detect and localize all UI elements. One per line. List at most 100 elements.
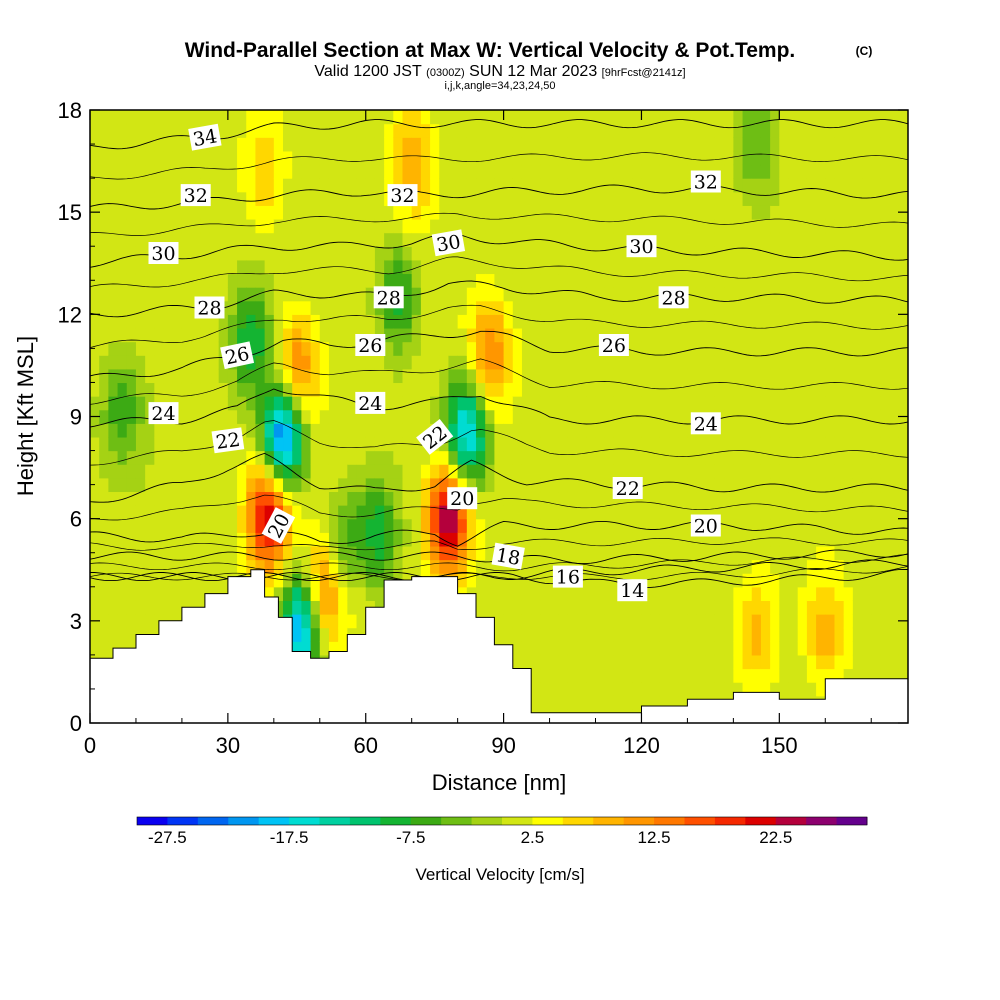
field-cell [880, 368, 891, 384]
field-cell [384, 355, 394, 370]
contour-label-20: 20 [690, 514, 721, 538]
field-cell [283, 573, 293, 588]
field-cell [834, 491, 845, 506]
field-cell [384, 518, 394, 533]
field-cell [760, 477, 771, 493]
field-cell [604, 287, 615, 302]
field-cell [374, 355, 385, 370]
field-cell [613, 110, 624, 125]
field-cell [108, 600, 119, 615]
field-cell [521, 137, 532, 152]
field-cell [126, 178, 137, 193]
field-cell [770, 545, 780, 561]
field-cell [825, 368, 836, 384]
field-cell [145, 382, 155, 397]
field-cell [613, 273, 624, 288]
field-cell [365, 300, 376, 315]
field-cell [696, 259, 707, 275]
field-cell [696, 641, 707, 656]
field-cell [338, 287, 348, 302]
field-cell [549, 409, 560, 424]
field-cell [310, 450, 321, 465]
field-cell [705, 150, 716, 166]
field-cell [531, 641, 541, 656]
field-cell [411, 368, 422, 384]
field-cell [338, 505, 348, 520]
field-cell [797, 246, 808, 261]
field-cell [632, 396, 643, 411]
field-cell [154, 545, 165, 561]
field-cell [862, 246, 872, 261]
field-cell [659, 368, 670, 384]
field-cell [494, 164, 505, 179]
field-cell [246, 205, 257, 220]
field-cell [751, 191, 762, 206]
field-cell [163, 218, 174, 234]
field-cell [181, 532, 192, 547]
field-cell [733, 341, 744, 356]
field-cell [191, 287, 201, 302]
contour-label-box [355, 391, 386, 414]
field-cell [135, 110, 146, 125]
field-cell [347, 477, 358, 493]
field-cell [420, 341, 431, 356]
field-cell [135, 341, 146, 356]
field-cell [191, 505, 201, 520]
field-cell [430, 532, 440, 547]
field-cell [393, 505, 404, 520]
field-cell [135, 191, 146, 206]
field-cell [393, 137, 404, 152]
field-cell [714, 491, 725, 506]
field-cell [411, 491, 422, 506]
field-cell [687, 600, 698, 615]
field-cell [871, 450, 882, 465]
field-cell [604, 368, 615, 384]
contour-label-box [612, 477, 643, 499]
field-cell [733, 450, 744, 465]
field-cell [292, 300, 302, 315]
field-cell [411, 137, 422, 152]
field-cell [825, 641, 836, 656]
field-cell [724, 355, 734, 370]
field-cell [659, 450, 670, 465]
field-cell [283, 191, 293, 206]
contour-label-box [552, 565, 583, 588]
field-cell [696, 137, 707, 152]
field-cell [411, 164, 422, 179]
field-cell [687, 355, 698, 370]
field-cell [191, 532, 201, 547]
field-cell [889, 668, 900, 683]
field-cell [871, 259, 882, 275]
field-cell [770, 505, 780, 520]
field-cell [816, 218, 826, 234]
field-cell [503, 532, 514, 547]
field-cell [669, 641, 679, 656]
field-cell [411, 123, 422, 138]
field-cell [163, 178, 174, 193]
field-cell [328, 327, 339, 343]
field-cell [172, 450, 183, 465]
field-cell [457, 505, 468, 520]
field-cell [595, 695, 606, 710]
field-cell [604, 477, 615, 493]
theta-contour-minor [90, 566, 908, 581]
field-cell [733, 668, 744, 683]
field-cell [733, 123, 744, 138]
field-cell [724, 436, 734, 452]
field-cell [641, 382, 652, 397]
field-cell [218, 205, 229, 220]
field-cell [687, 341, 698, 356]
field-cell [154, 218, 165, 234]
field-cell [669, 123, 679, 138]
field-cell [393, 205, 404, 220]
field-cell [687, 150, 698, 166]
field-cell [374, 178, 385, 193]
field-cell [310, 259, 321, 275]
field-cell [393, 477, 404, 493]
field-cell [457, 327, 468, 343]
field-cell [613, 355, 624, 370]
field-cell [687, 545, 698, 561]
field-cell [586, 191, 597, 206]
field-cell [558, 327, 569, 343]
